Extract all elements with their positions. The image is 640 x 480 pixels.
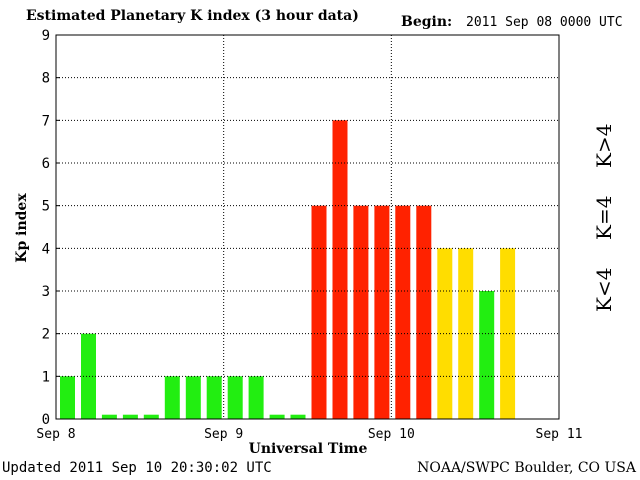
grid-group: [56, 34, 559, 419]
x-tick-label: Sep 10: [368, 427, 415, 442]
y-tick-label: 6: [42, 156, 50, 172]
kp-bar: [479, 291, 495, 419]
kp-bar: [416, 205, 432, 419]
kp-bar: [311, 205, 327, 419]
x-tick-group: Sep 8 Sep 9 Sep 10 Sep 11: [36, 427, 582, 442]
y-tick-label: 0: [42, 412, 50, 428]
chart-title: Estimated Planetary K index (3 hour data…: [26, 8, 359, 24]
y-axis-label: Kp index: [14, 193, 30, 263]
y-tick-label: 3: [42, 284, 50, 300]
kp-bar: [290, 414, 306, 419]
kp-bar: [60, 376, 75, 419]
x-tick-label: Sep 9: [204, 427, 243, 442]
x-tick-label: Sep 8: [36, 427, 75, 442]
legend-mid: K=4: [592, 195, 616, 240]
y-tick-label: 4: [42, 241, 50, 257]
kp-bar: [206, 376, 222, 419]
kp-bar: [248, 376, 264, 419]
kp-bar: [353, 205, 369, 419]
source-credit: NOAA/SWPC Boulder, CO USA: [417, 460, 636, 476]
kp-bar: [227, 376, 243, 419]
kp-bar: [185, 376, 201, 419]
y-tick-label: 9: [42, 28, 50, 44]
begin-value: 2011 Sep 08 0000 UTC: [466, 15, 623, 30]
y-tick-group: 0 1 2 3 4 5 6 7 8 9: [42, 28, 60, 428]
kp-bar: [101, 414, 117, 419]
kp-bar: [143, 414, 159, 419]
x-tick-label: Sep 11: [536, 427, 583, 442]
updated-timestamp: Updated 2011 Sep 10 20:30:02 UTC: [2, 460, 272, 476]
y-tick-label: 2: [42, 327, 50, 343]
kp-bar: [332, 120, 348, 420]
legend-high: K>4: [592, 123, 616, 168]
bars-group: [60, 120, 516, 420]
plot-frame: [55, 34, 560, 420]
kp-bar: [269, 414, 285, 419]
kp-bar: [122, 414, 138, 419]
kp-bar: [81, 333, 96, 419]
kp-bar: [395, 205, 411, 419]
y-tick-label: 5: [42, 199, 50, 215]
y-tick-label: 7: [42, 113, 50, 129]
begin-label: Begin:: [401, 14, 453, 30]
kp-bar: [374, 205, 390, 419]
legend-low: K<4: [592, 267, 616, 312]
y-tick-label: 1: [42, 369, 50, 385]
kp-bar: [437, 248, 453, 419]
kp-bar: [164, 376, 180, 419]
kp-index-chart: 0 1 2 3 4 5 6 7 8 9 Sep 8 Sep 9 Sep 10 Sep 11 Kp ind…: [14, 28, 582, 457]
y-tick-label: 8: [42, 71, 50, 87]
x-axis-label: Universal Time: [249, 441, 368, 457]
